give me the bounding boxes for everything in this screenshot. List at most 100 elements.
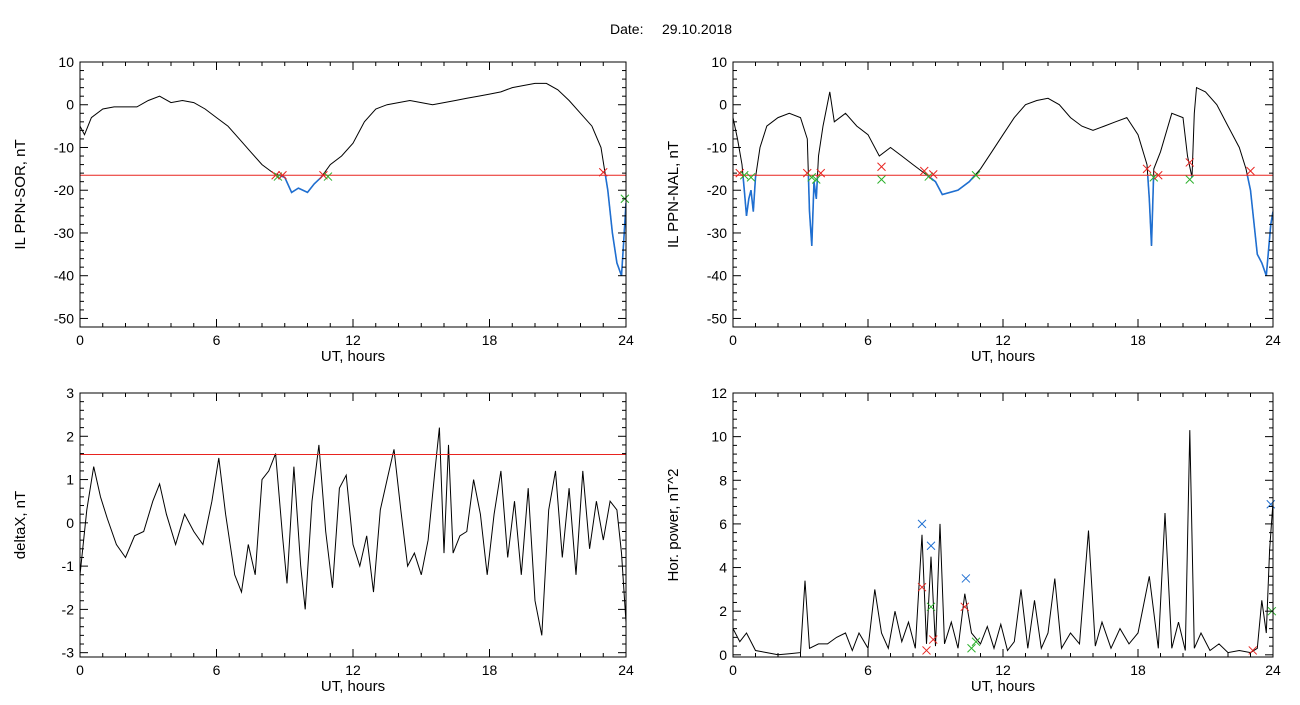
x-tick-label: 6 (213, 662, 221, 678)
marker (919, 166, 929, 176)
marker (323, 172, 333, 181)
marker-stroke (928, 635, 938, 644)
x-tick-label: 0 (729, 332, 737, 348)
y-tick-label: 0 (719, 97, 727, 113)
marker-stroke (278, 170, 287, 180)
marker (928, 635, 938, 644)
marker (971, 170, 981, 180)
y-tick-label: -50 (707, 310, 727, 326)
x-tick-label: 18 (1130, 662, 1146, 678)
plot-frame (79, 392, 627, 658)
marker-stroke (877, 162, 886, 172)
marker-stroke (877, 175, 886, 184)
marker (926, 602, 936, 612)
marker (928, 170, 938, 179)
x-tick-label: 6 (213, 332, 221, 348)
y-axis-label: deltaX, nT (12, 491, 29, 559)
x-axis-label: UT, hours (321, 348, 385, 365)
y-axis-label: Hor. power, nT^2 (665, 469, 682, 582)
marker (1266, 499, 1276, 509)
x-tick-label: 6 (864, 662, 872, 678)
marker (917, 519, 927, 529)
chart-panel-3: 0 6 12 18 24 3 2 1 0 -1 -2 -3 UT, hours deltaX, nT (12, 385, 634, 695)
marker-stroke (919, 166, 929, 176)
marker-stroke (807, 173, 817, 182)
marker-stroke (1185, 158, 1195, 167)
marker (1248, 646, 1258, 655)
marker-stroke (928, 170, 938, 179)
y-tick-label: -10 (54, 139, 74, 155)
y-axis-label: IL PPN-SOR, nT (12, 139, 29, 249)
y-tick-label: 6 (719, 516, 727, 532)
y-tick-label: -2 (62, 601, 75, 617)
x-tick-label: 18 (482, 332, 498, 348)
x-tick-label: 12 (995, 662, 1011, 678)
marker (1185, 158, 1195, 167)
y-tick-label: 10 (711, 429, 727, 445)
marker-stroke (598, 167, 608, 177)
marker (811, 175, 821, 184)
marker-stroke (924, 172, 934, 181)
marker (807, 173, 817, 182)
marker-stroke (319, 170, 328, 180)
marker (1185, 175, 1195, 184)
y-tick-label: 2 (719, 603, 727, 619)
y-tick-label: -1 (62, 558, 75, 574)
y-tick-label: -30 (707, 225, 727, 241)
marker (1153, 170, 1163, 180)
marker-stroke (1149, 173, 1159, 182)
marker-stroke (802, 168, 812, 178)
marker (598, 167, 608, 177)
x-tick-label: 12 (345, 662, 361, 678)
x-tick-label: 0 (76, 332, 84, 348)
marker-stroke (1153, 170, 1163, 180)
x-axis-label: UT, hours (971, 678, 1035, 695)
y-tick-label: -3 (62, 645, 75, 661)
marker (967, 643, 976, 653)
y-tick-label: -40 (707, 268, 727, 284)
y-tick-label: 2 (66, 428, 74, 444)
series-line (80, 427, 626, 636)
x-tick-label: 12 (345, 332, 361, 348)
marker-stroke (746, 173, 756, 182)
marker-stroke (971, 170, 981, 180)
y-tick-label: 8 (719, 472, 727, 488)
y-tick-label: -20 (707, 182, 727, 198)
series-line (733, 86, 1273, 276)
series-line (733, 430, 1273, 656)
x-tick-label: 24 (1265, 332, 1281, 348)
x-tick-label: 6 (864, 332, 872, 348)
y-tick-label: -30 (54, 225, 74, 241)
x-tick-label: 0 (729, 662, 737, 678)
marker-stroke (811, 175, 821, 184)
y-tick-label: 12 (711, 385, 727, 401)
marker-stroke (271, 170, 281, 180)
date-value: 29.10.2018 (662, 21, 732, 37)
x-axis-label: UT, hours (971, 348, 1035, 365)
y-tick-label: 4 (719, 560, 727, 576)
marker (1149, 173, 1159, 182)
marker (961, 574, 971, 583)
marker-stroke (926, 602, 936, 612)
chart-panel-2: 0 6 12 18 24 10 0 -10 -20 -30 -40 -50 UT, hours IL PP… (665, 54, 1281, 365)
marker-stroke (816, 168, 826, 178)
marker-stroke (917, 519, 927, 529)
series-line-below-threshold (276, 175, 626, 276)
marker (926, 541, 936, 551)
figure-title: Date: 29.10.2018 (610, 21, 732, 37)
marker-stroke (739, 170, 749, 180)
x-tick-label: 24 (618, 332, 634, 348)
marker-stroke (961, 574, 971, 583)
date-label: Date: (610, 21, 643, 37)
y-tick-label: -40 (54, 268, 74, 284)
marker (877, 162, 886, 172)
marker (917, 582, 927, 592)
y-axis-label: IL PPN-NAL, nT (665, 141, 682, 248)
marker (271, 170, 281, 180)
y-tick-label: 1 (66, 472, 74, 488)
marker (1246, 166, 1255, 176)
chart-panel-1: 0 6 12 18 24 10 0 -10 -20 -30 -40 -50 UT, hours IL PP… (12, 54, 634, 365)
marker-stroke (1142, 164, 1152, 174)
marker-stroke (960, 602, 970, 612)
